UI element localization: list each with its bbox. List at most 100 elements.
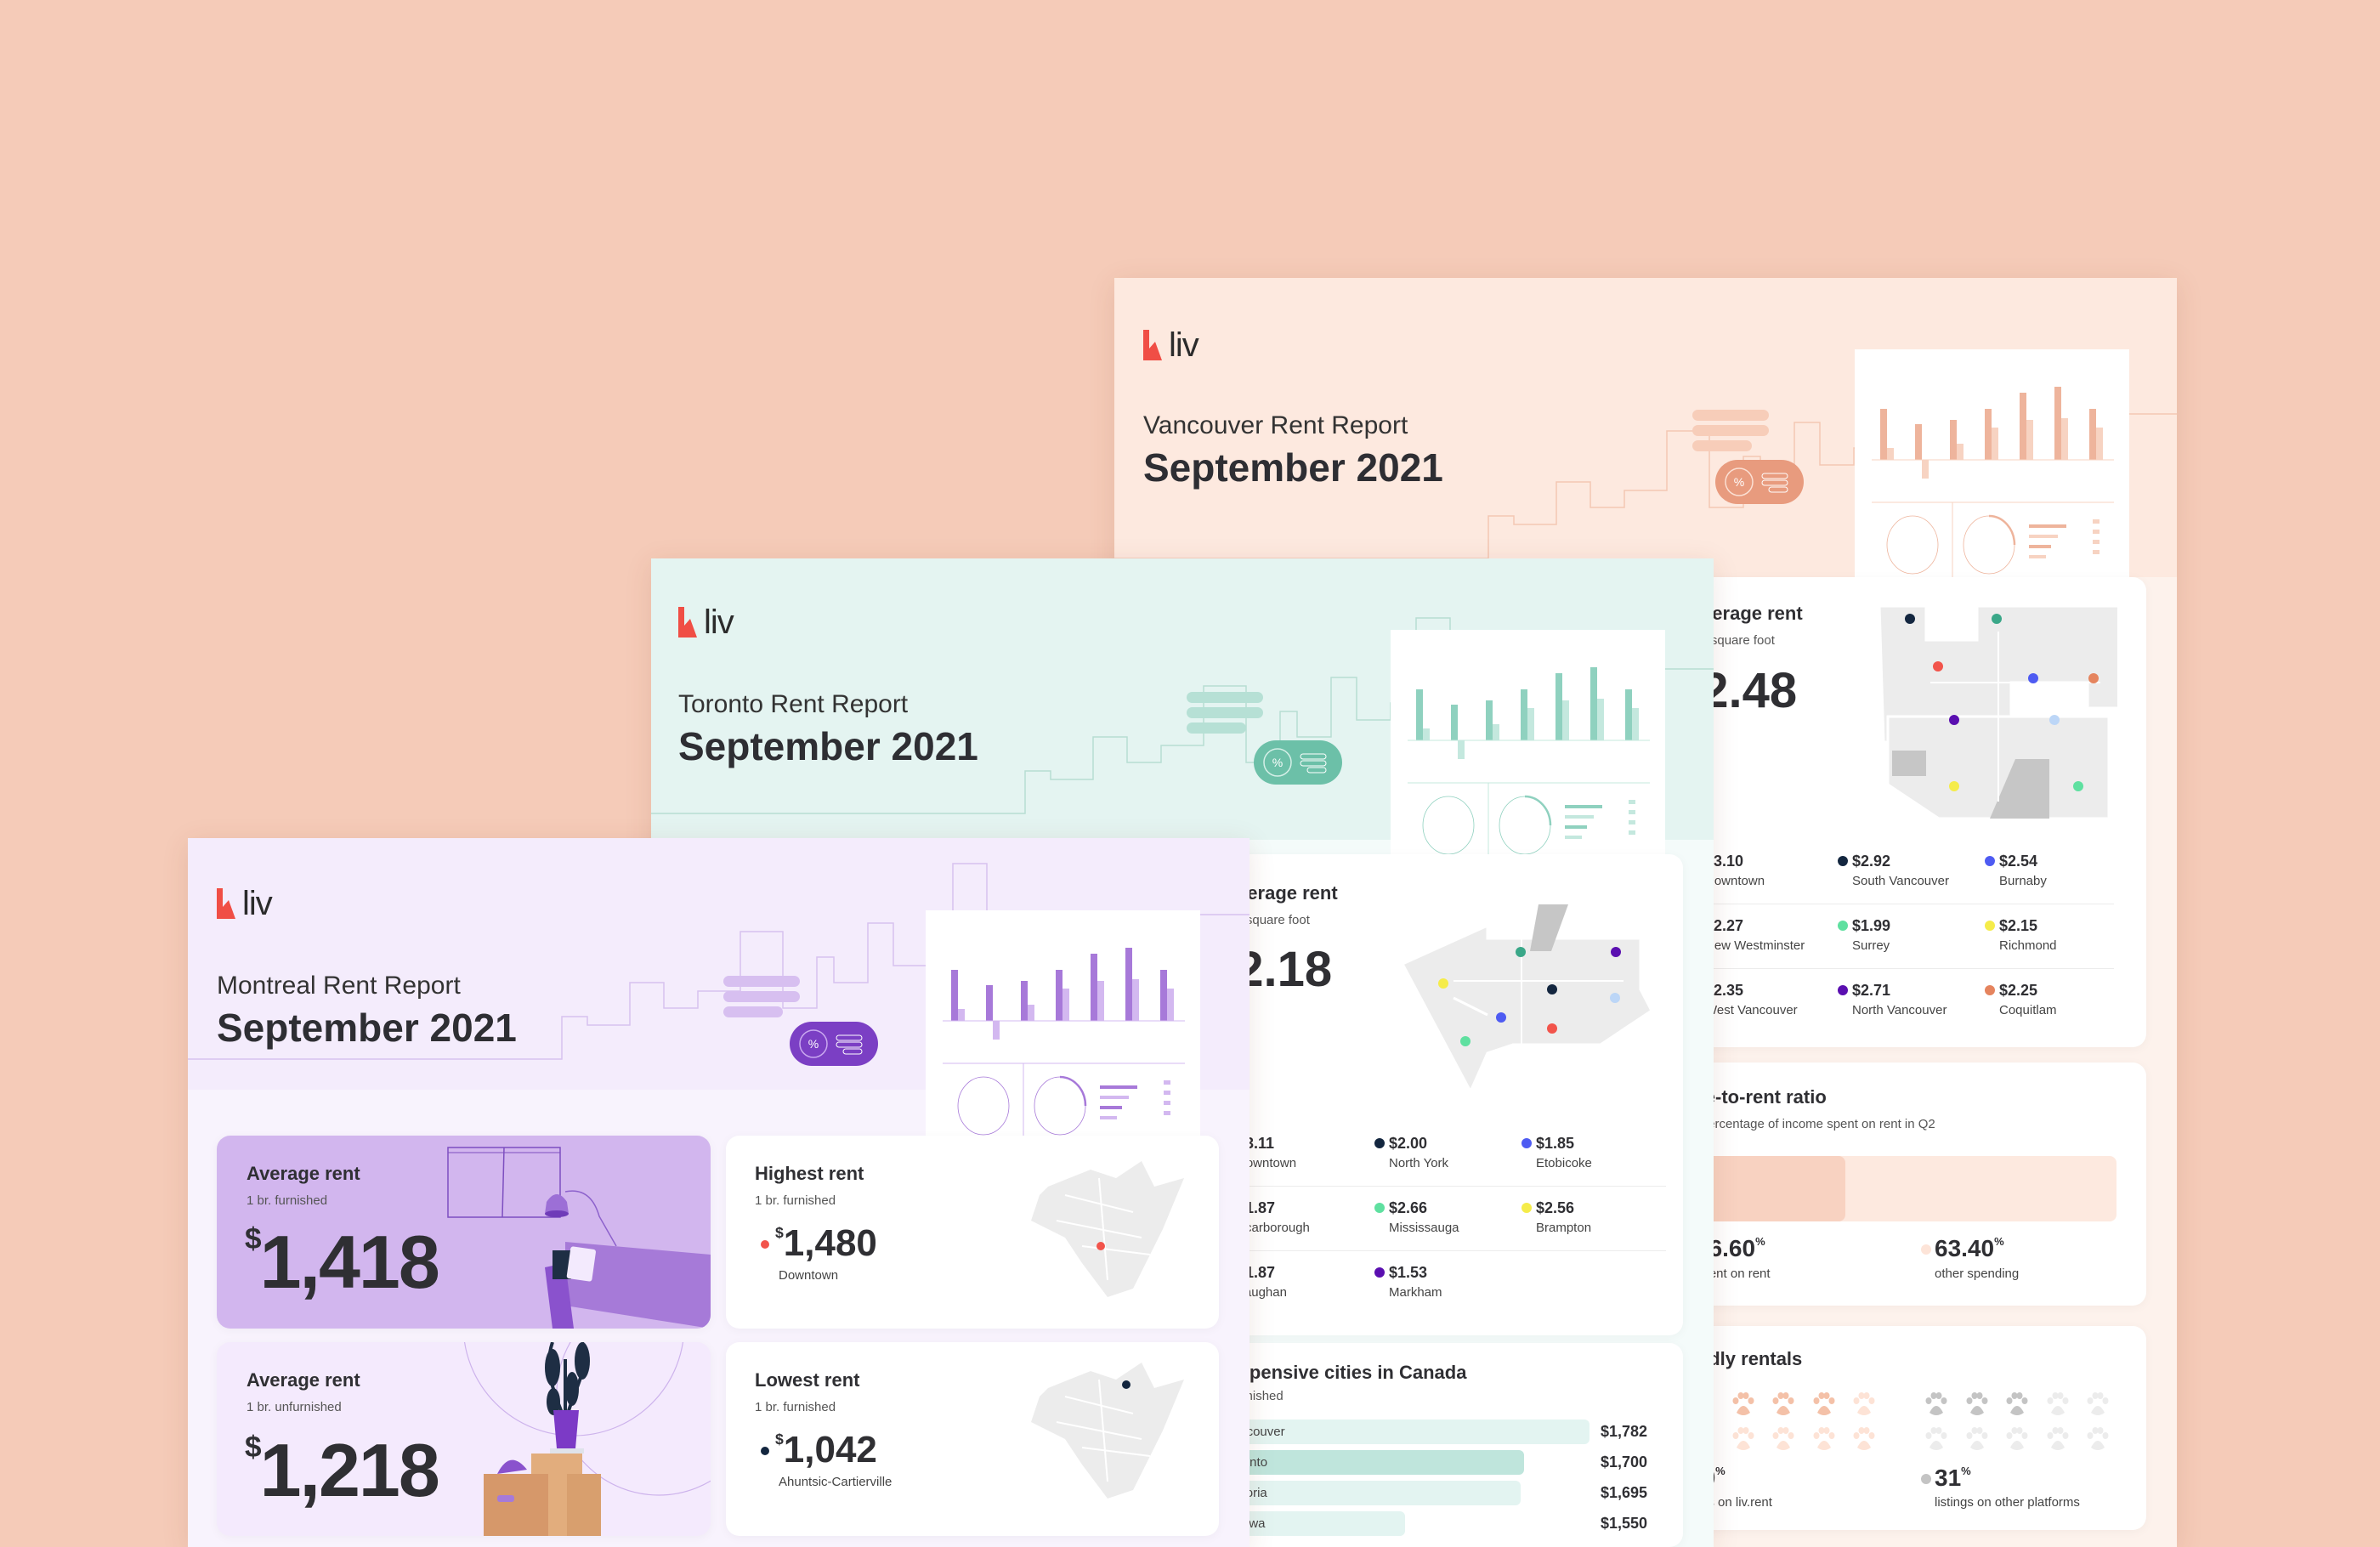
liv-logo-mark-icon (1143, 330, 1162, 360)
preview-bar (2020, 393, 2026, 460)
map-marker[interactable] (1949, 781, 1959, 791)
neighbourhood-name: New Westminster (1705, 938, 1805, 953)
liv-logo[interactable]: liv (1143, 328, 1199, 362)
report-period: September 2021 (678, 724, 978, 768)
preview-bar (1880, 409, 1887, 460)
map-marker[interactable] (1992, 614, 2002, 624)
other-percent: 31% (1935, 1465, 1971, 1492)
paw-icon (1853, 1392, 1875, 1415)
other-percent: 63.40% (1935, 1235, 2004, 1262)
stack-bar (1187, 707, 1263, 718)
map-marker[interactable] (1610, 993, 1620, 1003)
other-label: other spending (1935, 1266, 2020, 1281)
liv-logo[interactable]: liv (678, 605, 734, 639)
neighbourhood-name: Richmond (1999, 938, 2057, 953)
neighbourhood-color-dot (1985, 856, 1995, 866)
card-title: Highest rent (755, 1163, 864, 1184)
map-marker[interactable] (1547, 1023, 1557, 1034)
liv-logo-mark-icon (678, 607, 697, 638)
avg-rent-sqft-card: Average rent per square foot $2.18 $3.11… (1193, 854, 1683, 1335)
stack-bar (723, 991, 800, 1002)
avg-rent-sqft-card: Average rent per square foot $2.48 $3.10… (1658, 577, 2146, 1047)
card-title: Average rent (246, 1163, 360, 1184)
city-value: $1,550 (1601, 1515, 1648, 1532)
neighbourhood-price: $1.85 (1536, 1135, 1575, 1152)
paw-icon (1966, 1392, 1987, 1415)
preview-bar (2096, 428, 2103, 460)
currency: $ (775, 1223, 784, 1241)
neighbourhood-price: $2.71 (1852, 982, 1891, 999)
neighbourhood-price: $1.53 (1389, 1264, 1428, 1281)
preview-bar (1625, 689, 1632, 740)
neighbourhood-name: Downtown (1237, 1156, 1297, 1170)
map-marker[interactable] (1949, 715, 1959, 725)
unit: % (1994, 1235, 2004, 1248)
map-marker[interactable] (1438, 978, 1448, 989)
preview-bar (1632, 708, 1639, 740)
legend-dot-other (1921, 1474, 1931, 1484)
currency: $ (245, 1221, 262, 1255)
stack-bar (723, 1006, 783, 1017)
living-room-illustration (447, 1147, 711, 1329)
preview-bar (1132, 979, 1139, 1021)
city-value: $1,700 (1601, 1454, 1648, 1470)
preview-bar (2089, 409, 2096, 460)
map-region (1453, 996, 1488, 1017)
card-title: Average rent (246, 1369, 360, 1391)
map-road (1056, 1177, 1151, 1281)
pet-friendly-card: Pet-friendly rentals 69% listings on liv… (1658, 1326, 2146, 1530)
map-marker[interactable] (1122, 1380, 1130, 1389)
liv-logo[interactable]: liv (217, 887, 273, 921)
map-marker[interactable] (1460, 1036, 1470, 1046)
percent-pill-icon: % (1254, 740, 1342, 785)
neighbourhood-name: South Vancouver (1852, 874, 1949, 888)
montreal-map (1031, 1161, 1184, 1297)
map-marker[interactable] (1611, 947, 1621, 957)
svg-text:%: % (808, 1037, 819, 1051)
report-title: Toronto Rent Report (678, 690, 909, 718)
preview-panel (1391, 630, 1665, 868)
map-marker[interactable] (2049, 715, 2060, 725)
income-ratio-fill (1689, 1156, 1846, 1221)
preview-bar (1028, 1005, 1034, 1021)
preview-bar (1590, 667, 1597, 740)
dashboard-preview-illustration (926, 910, 1200, 1148)
map-marker[interactable] (2088, 673, 2099, 683)
montreal-map (1031, 1363, 1184, 1499)
map-marker[interactable] (1496, 1012, 1506, 1023)
preview-bar (951, 970, 958, 1021)
amount: 1,218 (259, 1428, 440, 1512)
card-subtitle: 1 br. unfurnished (246, 1400, 342, 1414)
svg-text:%: % (1734, 475, 1744, 489)
montreal-report[interactable]: liv Montreal Rent Report September 2021 … (188, 838, 1250, 1547)
vancouver-map (1879, 606, 2117, 820)
card-subtitle: Average percentage of income spent on re… (1658, 1117, 1935, 1131)
map-marker[interactable] (1933, 661, 1943, 672)
neighbourhood-price: $2.00 (1389, 1135, 1428, 1152)
map-marker[interactable] (2028, 673, 2038, 683)
preview-panel (1855, 349, 2129, 587)
preview-bar (1521, 689, 1527, 740)
map-marker[interactable] (1547, 984, 1557, 994)
vancouver-report[interactable]: liv Vancouver Rent Report September 2021… (1114, 278, 2177, 1547)
neighbourhood-price: $2.92 (1852, 853, 1891, 870)
stacked-bars-icon (1187, 692, 1263, 734)
map-marker[interactable] (1905, 614, 1915, 624)
map-marker[interactable] (1516, 947, 1526, 957)
preview-bar (1167, 989, 1174, 1021)
dashboard-preview-illustration (1391, 630, 1665, 868)
paw-icon (2047, 1392, 2068, 1415)
map-region-park (1892, 751, 1926, 776)
paw-icon (1813, 1427, 1834, 1450)
dashboard-preview-illustration (1855, 349, 2129, 587)
map-road (1454, 930, 1624, 1088)
lowest-rent-card: Lowest rent 1 br. furnished $1,042 Ahunt… (726, 1342, 1219, 1536)
paw-icon (1813, 1392, 1834, 1415)
neighbourhood-name: Downtown (1705, 874, 1765, 888)
map-marker[interactable] (1096, 1242, 1105, 1250)
preview-bar (1486, 700, 1493, 740)
preview-bar (2026, 420, 2033, 460)
unit: % (1961, 1465, 1971, 1477)
map-marker[interactable] (2073, 781, 2083, 791)
